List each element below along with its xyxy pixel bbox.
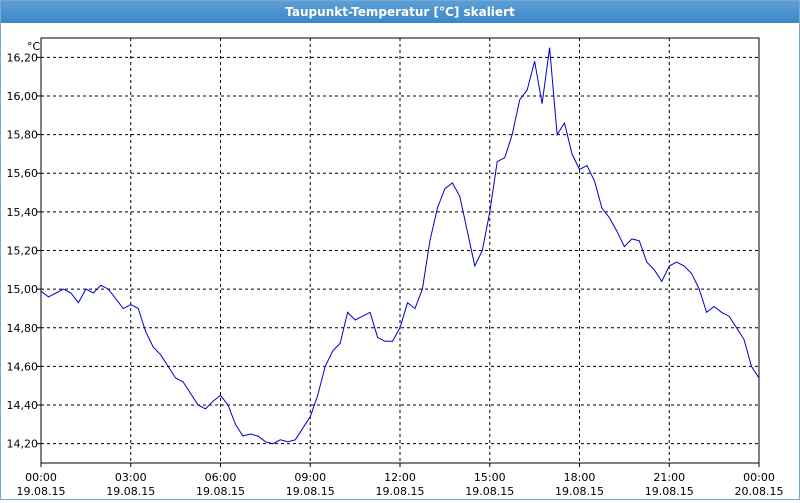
x-tick-time: 03:00	[115, 471, 147, 484]
y-tick-label: 16,00	[7, 90, 39, 103]
x-tick-time: 18:00	[564, 471, 596, 484]
y-tick-label: 16,20	[7, 51, 39, 64]
x-tick-date: 19.08.15	[376, 485, 425, 498]
chart-area: 14,20 14,40 14,60 14,80 15,00 15,20 15,40 15,60…	[1, 23, 799, 499]
y-tick-label: 14,80	[7, 322, 39, 335]
x-tick-date: 19.08.15	[17, 485, 66, 498]
y-tick-label: 14,60	[7, 360, 39, 373]
window-title: Taupunkt-Temperatur [°C] skaliert	[1, 1, 799, 23]
x-tick-time: 09:00	[294, 471, 326, 484]
x-tick-time: 21:00	[653, 471, 685, 484]
x-tick-date: 19.08.15	[645, 485, 694, 498]
y-tick-label: 15,60	[7, 167, 39, 180]
y-tick-label: 14,20	[7, 438, 39, 451]
x-tick-time: 06:00	[205, 471, 237, 484]
y-tick-label: 15,80	[7, 129, 39, 142]
y-tick-label: 15,20	[7, 245, 39, 258]
x-tick-date: 19.08.15	[555, 485, 604, 498]
x-tick-date: 19.08.15	[106, 485, 155, 498]
x-tick-date: 20.08.15	[735, 485, 784, 498]
x-tick-time: 12:00	[384, 471, 416, 484]
y-axis-unit: °C	[27, 40, 41, 53]
x-tick-time: 00:00	[743, 471, 775, 484]
line-chart: 14,20 14,40 14,60 14,80 15,00 15,20 15,40 15,60…	[7, 37, 784, 498]
x-tick-time: 00:00	[25, 471, 57, 484]
series-line	[40, 47, 760, 445]
x-tick-date: 19.08.15	[465, 485, 514, 498]
y-tick-label: 14,40	[7, 399, 39, 412]
x-tick-date: 19.08.15	[196, 485, 245, 498]
y-tick-label: 15,00	[7, 283, 39, 296]
y-tick-label: 15,40	[7, 206, 39, 219]
x-tick-time: 15:00	[474, 471, 506, 484]
x-tick-date: 19.08.15	[286, 485, 335, 498]
